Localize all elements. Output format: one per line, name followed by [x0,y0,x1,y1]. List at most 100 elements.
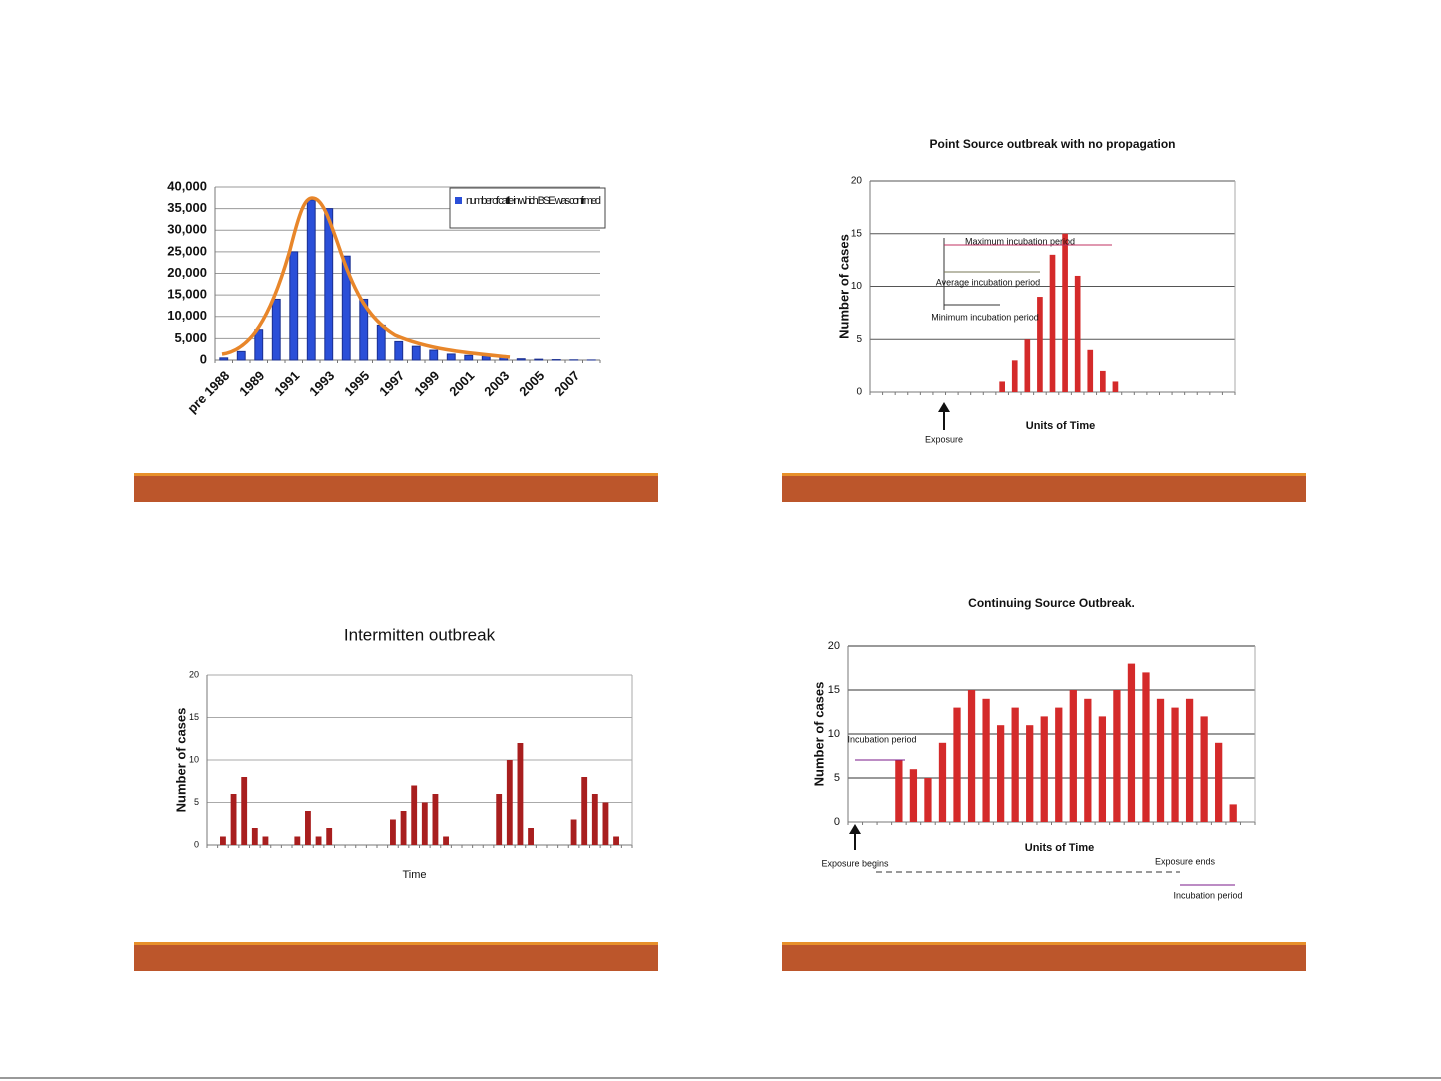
bar [1200,716,1208,822]
bar [1112,381,1119,392]
chart-title: Continuing Source Outbreak. [968,596,1135,610]
exposure-arrowhead [849,824,861,834]
bar [528,828,534,845]
bar [429,349,439,361]
y-tick-label: 20 [189,669,199,679]
x-tick-label: 2005 [516,368,547,399]
bar [1037,297,1043,392]
bar [516,358,526,361]
y-axis-label: Number of cases [811,682,826,787]
y-tick-label: 10 [189,754,199,764]
bar [236,350,246,361]
y-tick-label: 10 [828,728,840,740]
x-tick-label: 2007 [551,368,582,399]
bar [271,298,281,361]
y-tick-label: 0 [834,816,840,828]
bar [1024,339,1031,392]
bar [602,802,609,845]
bar [1171,707,1179,822]
bar [411,785,418,845]
bar [534,358,544,361]
bar [262,836,269,845]
bar [400,811,407,845]
y-tick-label: 15 [828,684,840,696]
bar [999,381,1005,392]
bar [1113,690,1121,822]
x-tick-label: 1993 [306,368,337,399]
slide-footer-line [134,473,658,476]
x-tick-label: 2003 [481,368,512,399]
bar [1084,698,1092,822]
slide-footer [134,473,658,502]
bar [1011,360,1018,392]
bar [254,329,264,361]
y-tick-label: 40,000 [167,178,207,193]
slide-footer [782,942,1306,971]
slide-footer-line [782,473,1306,476]
bar [924,778,932,822]
slide-footer-line [782,942,1306,945]
bar [421,802,428,845]
bar [1142,672,1150,822]
chart-title: Intermitten outbreak [344,625,496,644]
bar [1087,349,1094,392]
bar [241,777,248,845]
slide-footer [134,942,658,971]
bar [341,255,351,361]
annotation: Average incubation period [936,277,1040,287]
annotation: Exposure ends [1155,856,1216,866]
y-tick-label: 0 [194,839,199,849]
bar [219,357,229,361]
y-tick-label: 5 [834,772,840,784]
bar [1156,698,1165,822]
slide-footer-line [134,942,658,945]
bar [306,199,316,361]
bar [1055,707,1063,822]
x-tick-label: pre 1988 [184,368,232,416]
charts: 0 5,000 10,000 15,000 20,000 25,000 30,000 35,0… [167,137,1256,900]
y-tick-label: 0 [856,387,862,398]
bar [909,769,918,822]
y-axis-label: Number of cases [836,234,851,339]
bar [1185,698,1194,822]
annotation: Incubation period [1173,890,1242,900]
bar [613,836,619,845]
y-tick-label: 0 [200,351,207,366]
bar [324,208,334,361]
x-axis-label: Units of Time [1026,420,1095,432]
bar [289,251,299,361]
bar [967,690,976,822]
bar [443,836,449,845]
bar [315,836,322,845]
y-tick-label: 10,000 [167,308,207,323]
chart-title: Point Source outbreak with no propagatio… [929,137,1175,151]
y-tick-label: 5 [856,334,862,345]
bar [390,819,396,845]
slide-footer [782,473,1306,502]
y-axis-label: Number of cases [173,708,188,813]
bar [305,811,311,845]
x-axis-label: Time [402,869,426,881]
bar [394,340,404,361]
x-tick-label: 1997 [376,368,407,399]
bar [230,794,237,845]
bar [220,836,226,845]
trend-curve [221,196,511,359]
y-tick-label: 35,000 [167,200,207,215]
annotation: Exposure [925,434,963,444]
bar [432,794,439,845]
legend-label: number of cattle in which BSE was confir… [466,195,601,207]
y-tick-label: 15 [851,228,863,239]
bar [411,345,421,361]
bar [938,742,947,822]
bar [496,794,503,845]
bar [326,828,333,845]
bar [517,743,524,845]
x-tick-label: 1995 [341,368,372,399]
exposure-arrowhead [938,402,950,412]
bar [581,777,588,845]
bar [464,354,474,361]
bar [1229,804,1237,822]
bar [1040,716,1048,822]
y-tick-label: 20,000 [167,265,207,280]
